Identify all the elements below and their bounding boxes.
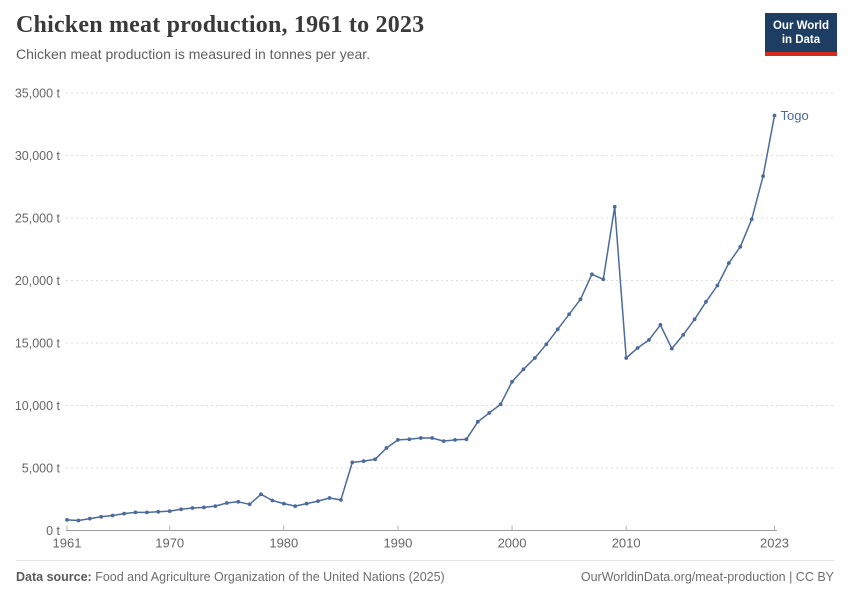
data-point[interactable]: [213, 504, 218, 508]
entity-label[interactable]: Togo: [781, 108, 809, 123]
data-point[interactable]: [498, 402, 503, 407]
data-point[interactable]: [65, 518, 69, 522]
data-point[interactable]: [167, 509, 172, 513]
data-point[interactable]: [658, 323, 663, 327]
chart-footer: Data source: Food and Agriculture Organi…: [16, 560, 834, 600]
data-point[interactable]: [304, 501, 309, 506]
data-source: Data source: Food and Agriculture Organi…: [16, 570, 445, 584]
x-tick-label: 1961: [53, 536, 82, 551]
y-axis-label: 25,000 t: [15, 212, 61, 226]
data-point[interactable]: [145, 510, 149, 515]
data-point[interactable]: [133, 510, 138, 515]
owid-logo-line2: in Data: [781, 34, 821, 46]
data-point[interactable]: [316, 499, 320, 503]
data-point[interactable]: [430, 436, 435, 440]
data-point[interactable]: [681, 333, 686, 337]
data-point[interactable]: [418, 436, 423, 440]
data-point[interactable]: [727, 261, 731, 265]
x-tick-label: 2023: [760, 536, 789, 551]
data-point[interactable]: [259, 492, 263, 497]
data-point[interactable]: [715, 283, 720, 288]
y-axis-label: 10,000 t: [15, 399, 61, 413]
data-point[interactable]: [453, 438, 457, 442]
x-tick-label: 2000: [498, 536, 527, 551]
data-point[interactable]: [76, 518, 81, 523]
data-point[interactable]: [87, 516, 92, 521]
data-point[interactable]: [190, 506, 195, 510]
data-point[interactable]: [464, 437, 469, 442]
data-source-text: Food and Agriculture Organization of the…: [91, 570, 445, 584]
chart-header: Chicken meat production, 1961 to 2023 Ch…: [16, 12, 424, 62]
data-point[interactable]: [601, 277, 606, 282]
data-point[interactable]: [384, 446, 389, 450]
data-point[interactable]: [669, 346, 674, 351]
chart-subtitle: Chicken meat production is measured in t…: [16, 46, 371, 62]
data-point[interactable]: [247, 502, 252, 507]
x-tick-label: 1990: [383, 536, 412, 551]
data-point[interactable]: [544, 342, 549, 347]
owid-logo[interactable]: Our World in Data: [764, 13, 837, 56]
data-point[interactable]: [704, 299, 708, 304]
data-point[interactable]: [761, 174, 765, 179]
data-point[interactable]: [110, 513, 115, 518]
data-point[interactable]: [612, 204, 617, 209]
data-point[interactable]: [99, 514, 104, 519]
data-point[interactable]: [578, 297, 583, 302]
series-line[interactable]: [66, 114, 776, 522]
data-point[interactable]: [749, 217, 754, 222]
data-point[interactable]: [590, 272, 594, 277]
data-point[interactable]: [635, 346, 640, 350]
y-axis-label: 5,000 t: [22, 462, 61, 476]
data-point[interactable]: [487, 411, 492, 415]
data-point[interactable]: [555, 327, 560, 332]
data-point[interactable]: [327, 496, 332, 500]
data-point[interactable]: [692, 317, 697, 322]
data-point[interactable]: [122, 511, 126, 516]
data-point[interactable]: [567, 312, 571, 317]
data-point[interactable]: [361, 459, 366, 463]
data-point[interactable]: [156, 509, 161, 514]
data-point[interactable]: [293, 504, 298, 508]
y-axis-label: 35,000 t: [15, 87, 61, 101]
data-point[interactable]: [647, 338, 651, 342]
x-tick-label: 1970: [155, 536, 184, 551]
data-point[interactable]: [339, 498, 343, 502]
y-axis-label: 0 t: [46, 524, 60, 538]
x-tick-label: 1980: [269, 536, 298, 551]
page-title: Chicken meat production, 1961 to 2023: [16, 12, 425, 38]
data-point[interactable]: [772, 113, 777, 118]
data-source-label: Data source:: [16, 570, 92, 584]
data-point[interactable]: [738, 244, 743, 249]
data-point[interactable]: [281, 501, 286, 506]
data-point[interactable]: [270, 498, 275, 503]
data-point[interactable]: [521, 367, 526, 372]
y-axis-label: 30,000 t: [15, 149, 61, 163]
data-point[interactable]: [624, 356, 629, 360]
data-point[interactable]: [533, 356, 537, 360]
data-point[interactable]: [236, 499, 241, 504]
data-point[interactable]: [202, 505, 206, 510]
data-point[interactable]: [350, 460, 355, 465]
data-point[interactable]: [373, 457, 377, 462]
data-point[interactable]: [510, 379, 514, 384]
data-point[interactable]: [407, 437, 412, 442]
data-point[interactable]: [475, 419, 480, 424]
owid-logo-line1: Our World: [772, 20, 829, 32]
x-tick-label: 2010: [612, 536, 641, 551]
footer-link[interactable]: OurWorldinData.org/meat-production | CC …: [580, 570, 834, 584]
data-point[interactable]: [396, 438, 400, 442]
y-axis-label: 15,000 t: [15, 337, 61, 351]
data-point[interactable]: [224, 501, 229, 505]
y-axis-label: 20,000 t: [15, 274, 61, 288]
data-point[interactable]: [179, 507, 184, 512]
data-point[interactable]: [441, 439, 446, 443]
